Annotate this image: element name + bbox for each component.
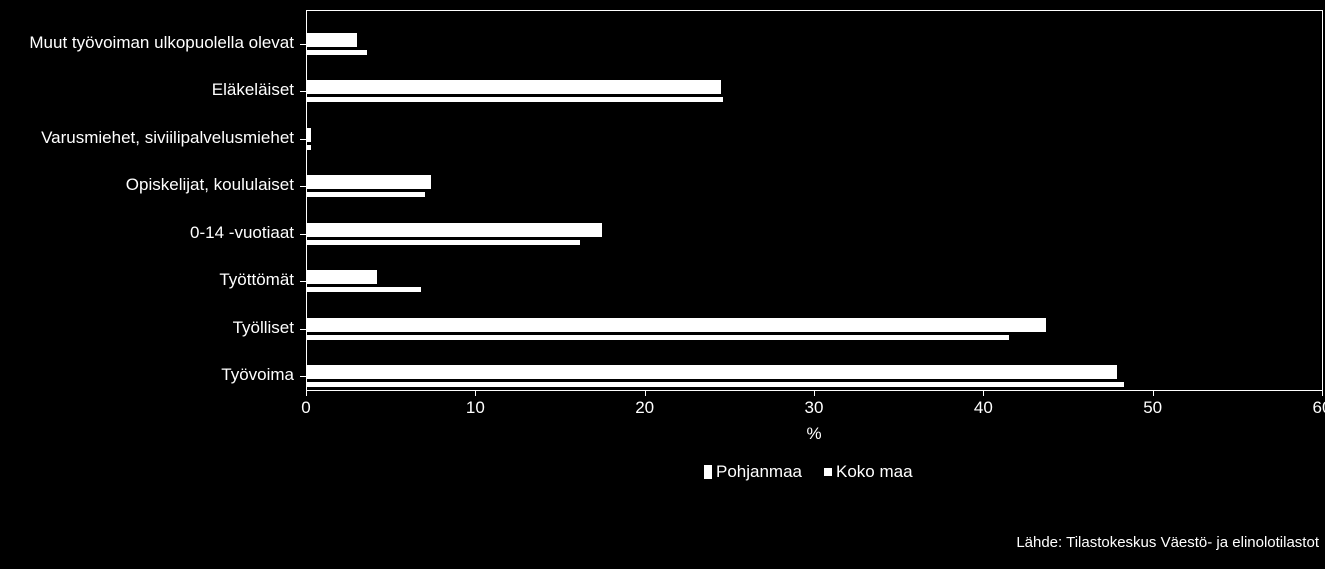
y-tick	[300, 139, 306, 140]
y-tick	[300, 281, 306, 282]
bar-series-2	[307, 382, 1124, 387]
legend-swatch	[824, 468, 832, 476]
y-tick	[300, 91, 306, 92]
y-category-label: Eläkeläiset	[212, 80, 294, 100]
x-tick-label: 30	[805, 398, 824, 418]
y-category-label: Työlliset	[233, 318, 294, 338]
bar-series-1	[307, 223, 602, 237]
x-tick	[645, 390, 646, 396]
legend-item: Koko maa	[824, 462, 913, 482]
source-label: Lähde: Tilastokeskus Väestö- ja elinolot…	[1016, 534, 1319, 551]
bar-series-1	[307, 270, 377, 284]
bar-series-2	[307, 335, 1009, 340]
x-tick	[306, 390, 307, 396]
x-tick	[1322, 390, 1323, 396]
y-tick	[300, 376, 306, 377]
y-tick	[300, 234, 306, 235]
x-tick-label: 60	[1313, 398, 1325, 418]
x-tick-label: 10	[466, 398, 485, 418]
bar-series-1	[307, 128, 311, 142]
x-tick-label: 50	[1143, 398, 1162, 418]
y-category-label: Työvoima	[221, 365, 294, 385]
y-category-label: Varusmiehet, siviilipalvelusmiehet	[41, 128, 294, 148]
bar-series-2	[307, 97, 723, 102]
legend-label: Koko maa	[836, 462, 913, 482]
y-tick	[300, 44, 306, 45]
bar-series-2	[307, 50, 367, 55]
x-axis-title: %	[806, 424, 821, 444]
bar-series-1	[307, 318, 1046, 332]
x-tick-label: 0	[301, 398, 310, 418]
x-tick-label: 40	[974, 398, 993, 418]
y-category-label: Työttömät	[219, 270, 294, 290]
x-tick	[814, 390, 815, 396]
plot-top-border	[306, 10, 1322, 11]
bar-series-1	[307, 33, 357, 47]
y-category-label: 0-14 -vuotiaat	[190, 223, 294, 243]
bar-series-2	[307, 240, 580, 245]
legend-label: Pohjanmaa	[716, 462, 802, 482]
y-tick	[300, 329, 306, 330]
bar-series-2	[307, 145, 311, 150]
x-tick	[475, 390, 476, 396]
y-category-label: Muut työvoiman ulkopuolella olevat	[29, 33, 294, 53]
legend-swatch	[704, 465, 712, 479]
y-tick	[300, 186, 306, 187]
x-tick	[1153, 390, 1154, 396]
x-tick-label: 20	[635, 398, 654, 418]
legend-item: Pohjanmaa	[704, 462, 802, 482]
bar-series-1	[307, 175, 431, 189]
legend: Pohjanmaa Koko maa	[704, 462, 913, 482]
bar-series-1	[307, 365, 1117, 379]
bar-series-1	[307, 80, 721, 94]
bar-series-2	[307, 192, 425, 197]
plot-right-border	[1322, 10, 1323, 390]
y-category-label: Opiskelijat, koululaiset	[126, 175, 294, 195]
y-axis-line	[306, 10, 307, 390]
bar-series-2	[307, 287, 421, 292]
x-tick	[983, 390, 984, 396]
